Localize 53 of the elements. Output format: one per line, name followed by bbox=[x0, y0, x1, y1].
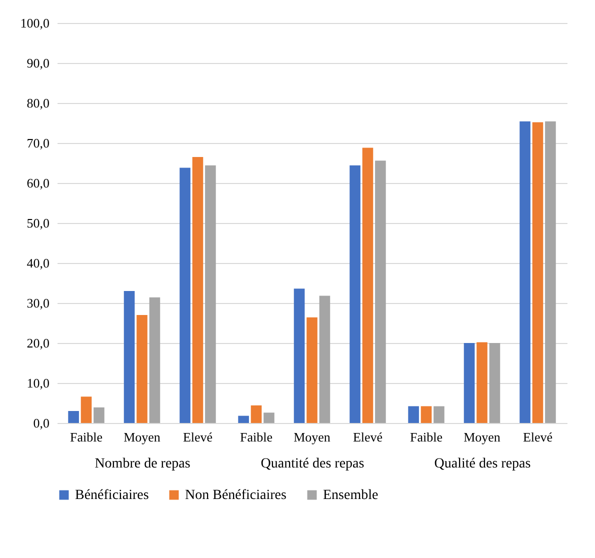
bar bbox=[375, 160, 386, 423]
y-tick-label: 40,0 bbox=[26, 256, 50, 270]
bar bbox=[192, 157, 204, 423]
bar bbox=[205, 165, 216, 423]
y-tick-label: 30,0 bbox=[26, 296, 50, 310]
bar bbox=[264, 412, 274, 423]
y-tick-label: 70,0 bbox=[26, 136, 50, 150]
x-tick-label: Faible bbox=[240, 430, 273, 444]
x-tick-label: Faible bbox=[70, 430, 103, 444]
bar bbox=[350, 165, 360, 423]
bar bbox=[94, 407, 104, 423]
bar bbox=[136, 315, 148, 423]
bar bbox=[434, 406, 444, 423]
bar bbox=[124, 291, 135, 423]
bar bbox=[294, 288, 305, 423]
bar bbox=[408, 406, 419, 423]
bar bbox=[545, 121, 556, 423]
bar bbox=[180, 168, 190, 423]
y-tick-label: 60,0 bbox=[26, 176, 50, 190]
y-tick-label: 10,0 bbox=[26, 376, 50, 390]
legend-label: Ensemble bbox=[323, 488, 378, 503]
x-tick-label: Moyen bbox=[294, 430, 331, 444]
x-tick-label: Moyen bbox=[464, 430, 501, 444]
x-tick-label: Moyen bbox=[124, 430, 161, 444]
bar bbox=[149, 297, 160, 423]
y-tick-label: 80,0 bbox=[26, 96, 50, 110]
bar bbox=[476, 342, 488, 423]
y-tick-label: 20,0 bbox=[26, 336, 50, 350]
bar bbox=[68, 411, 79, 423]
bar bbox=[250, 405, 262, 423]
bar bbox=[420, 406, 432, 423]
legend-label: Bénéficiaires bbox=[75, 488, 149, 503]
bar bbox=[306, 317, 318, 423]
y-tick-label: 0,0 bbox=[33, 416, 50, 430]
x-tick-label: Elevé bbox=[522, 430, 553, 444]
bar bbox=[362, 148, 374, 423]
bar bbox=[80, 396, 92, 423]
legend-label: Non Bénéficiaires bbox=[185, 488, 286, 503]
bar bbox=[532, 122, 544, 423]
x-tick-label: Elevé bbox=[182, 430, 213, 444]
bar bbox=[319, 296, 330, 423]
x-tick-label: Elevé bbox=[352, 430, 383, 444]
x-axis-title: Quantité des repas bbox=[260, 456, 364, 472]
bar bbox=[520, 121, 530, 423]
y-tick-label: 50,0 bbox=[26, 216, 50, 230]
bar bbox=[238, 416, 249, 423]
y-tick-label: 90,0 bbox=[26, 56, 50, 70]
y-tick-label: 100,0 bbox=[20, 16, 50, 30]
bar bbox=[464, 343, 475, 423]
x-axis-title: Qualité des repas bbox=[434, 456, 531, 472]
x-tick-label: Faible bbox=[410, 430, 443, 444]
x-axis-title: Nombre de repas bbox=[94, 456, 190, 472]
bar bbox=[489, 343, 500, 423]
